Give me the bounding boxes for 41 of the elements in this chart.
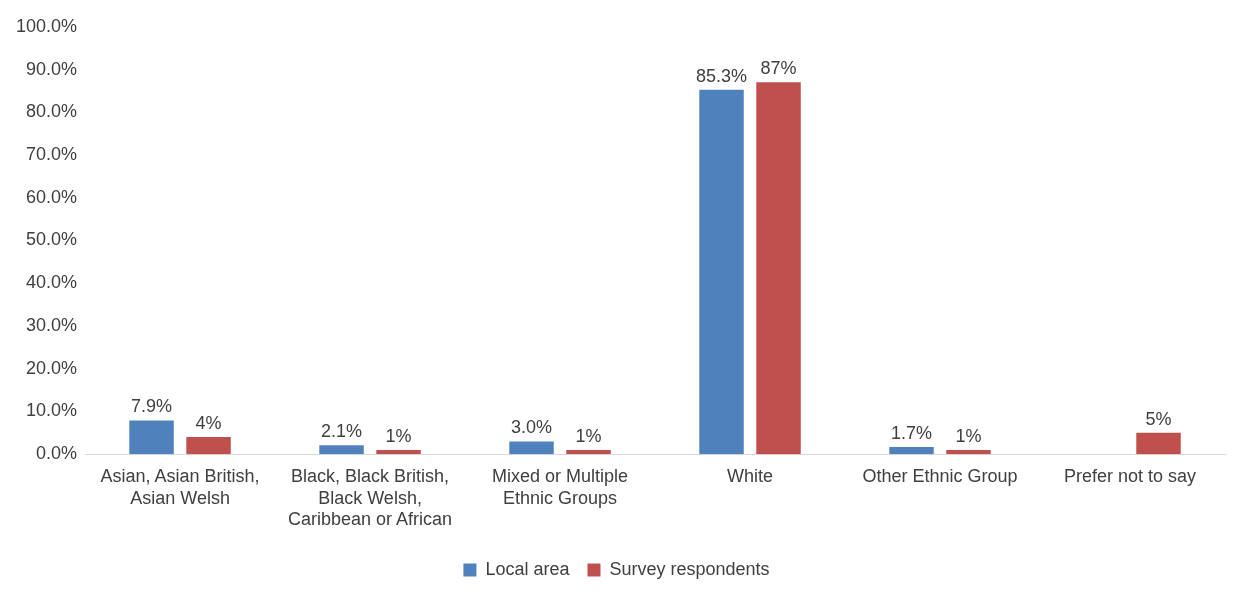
y-tick-label: 90.0% bbox=[26, 58, 78, 79]
y-tick-label: 100.0% bbox=[15, 15, 78, 36]
data-label: 2.1% bbox=[321, 421, 363, 442]
bar bbox=[186, 437, 231, 455]
y-tick-label: 80.0% bbox=[26, 101, 78, 122]
y-tick-label: 10.0% bbox=[26, 400, 78, 421]
x-tick-label: Prefer not to say bbox=[1063, 465, 1197, 486]
bar bbox=[699, 89, 744, 455]
data-label: 3.0% bbox=[511, 417, 553, 438]
data-label: 7.9% bbox=[131, 396, 173, 417]
bar bbox=[376, 449, 421, 455]
bar bbox=[129, 420, 174, 455]
x-tick-label: Asian, Asian British, Asian Welsh bbox=[100, 465, 260, 508]
legend-label: Local area bbox=[485, 558, 571, 579]
data-label: 85.3% bbox=[696, 65, 748, 86]
bar bbox=[566, 449, 611, 455]
y-tick-label: 30.0% bbox=[26, 314, 78, 335]
x-tick-label: Mixed or Multiple Ethnic Groups bbox=[492, 465, 629, 508]
bar bbox=[889, 446, 934, 455]
y-tick-label: 20.0% bbox=[26, 357, 78, 378]
legend-label: Survey respondents bbox=[609, 558, 770, 579]
x-tick-label: White bbox=[727, 465, 774, 486]
data-label: 1% bbox=[385, 425, 412, 446]
bar bbox=[1136, 432, 1181, 455]
x-tick-label: Other Ethnic Group bbox=[862, 465, 1018, 486]
y-tick-label: 40.0% bbox=[26, 272, 78, 293]
bar bbox=[946, 449, 991, 455]
data-label: 87% bbox=[760, 58, 797, 79]
bar bbox=[319, 445, 364, 455]
y-tick-label: 60.0% bbox=[26, 186, 78, 207]
bar bbox=[509, 441, 554, 455]
bar bbox=[756, 82, 801, 455]
data-label: 1.7% bbox=[891, 422, 933, 443]
y-tick-label: 70.0% bbox=[26, 143, 78, 164]
data-label: 4% bbox=[195, 413, 222, 434]
data-label: 1% bbox=[575, 425, 602, 446]
data-label: 5% bbox=[1145, 408, 1172, 429]
y-tick-label: 0.0% bbox=[36, 443, 78, 464]
data-label: 1% bbox=[955, 425, 982, 446]
x-tick-label: Black, Black British, Black Welsh, Caribbean or African bbox=[287, 465, 453, 530]
y-tick-label: 50.0% bbox=[26, 229, 78, 250]
